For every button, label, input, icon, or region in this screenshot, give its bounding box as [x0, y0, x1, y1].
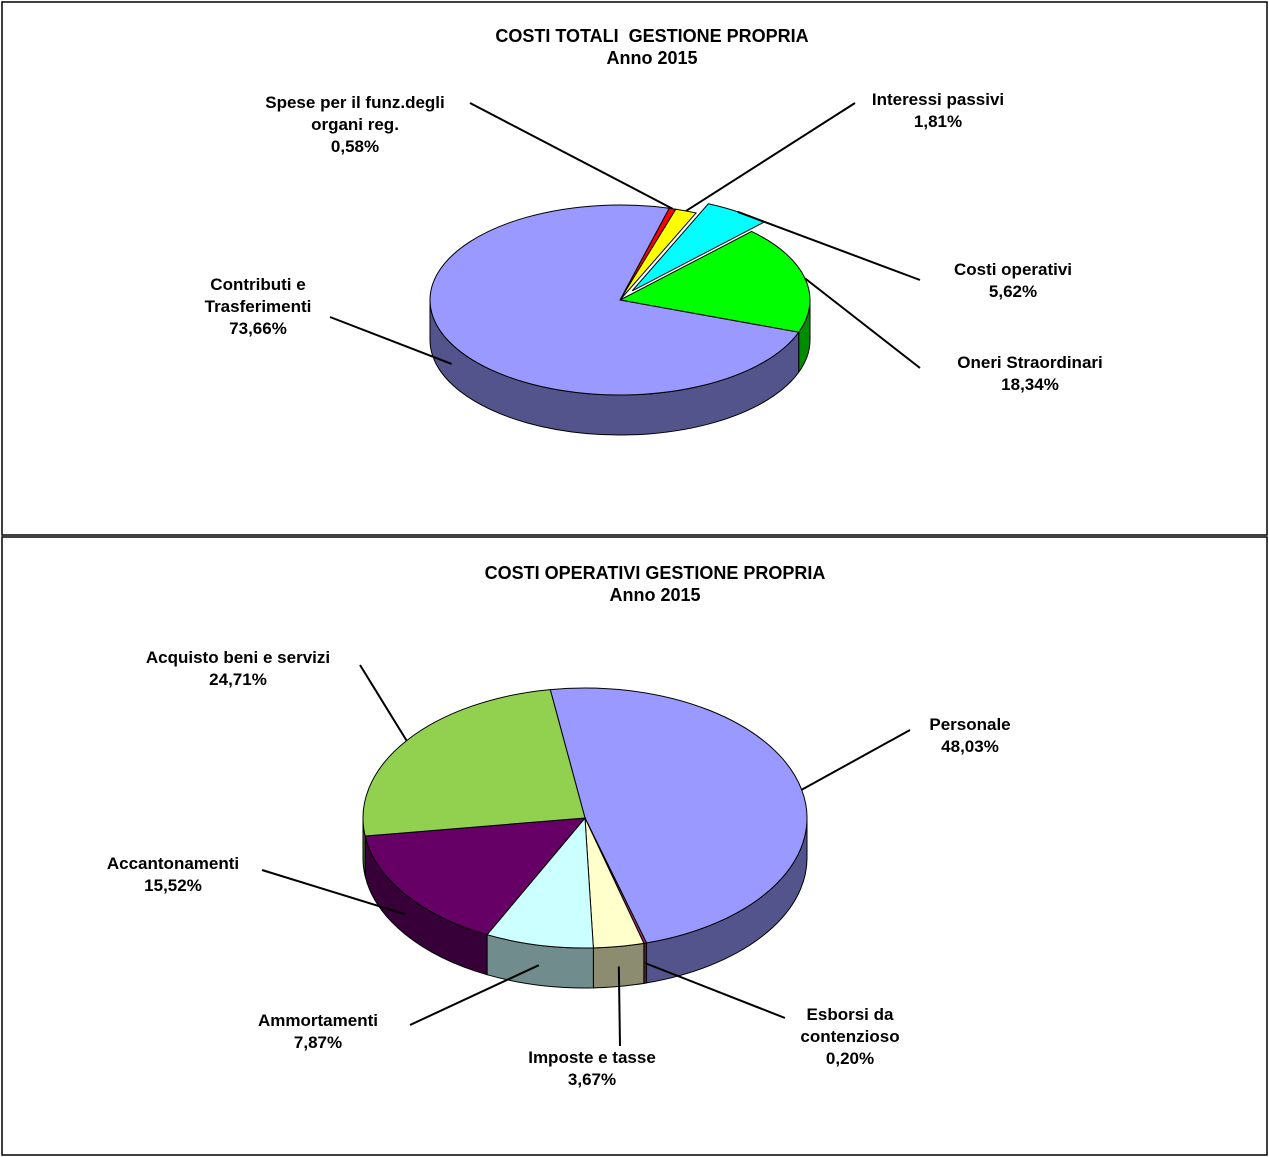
category-label: Contributi e Trasferimenti: [204, 275, 312, 316]
chart-title: COSTI OPERATIVI GESTIONE PROPRIA: [484, 563, 826, 583]
leader-line: [617, 966, 621, 1047]
leader-line: [801, 729, 911, 791]
value-label: 73,66%: [229, 319, 287, 338]
category-label: Spese per il funz.degli organi reg.: [265, 93, 445, 134]
data-label: Esborsi da contenzioso 0,20%: [800, 1004, 899, 1070]
data-label: Costi operativi 5,62%: [954, 259, 1072, 303]
panel-border: [1, 536, 1268, 1156]
data-label: Imposte e tasse 3,67%: [528, 1047, 656, 1091]
value-label: 24,71%: [209, 670, 267, 689]
chart-title: COSTI TOTALI GESTIONE PROPRIA: [495, 26, 809, 46]
leader-line: [685, 102, 856, 212]
pie-slice: [362, 689, 586, 837]
data-label: Contributi e Trasferimenti 73,66%: [205, 274, 312, 340]
data-label: Acquisto beni e servizi 24,71%: [146, 647, 330, 691]
pie-slice: [486, 816, 594, 949]
category-label: Costi operativi: [953, 260, 1073, 279]
category-label: Interessi passivi: [871, 90, 1005, 109]
category-label: Oneri Straordinari: [957, 353, 1103, 372]
category-label: Personale: [929, 715, 1011, 734]
value-label: 18,34%: [1001, 375, 1059, 394]
leader-line: [469, 102, 673, 210]
value-label: 48,03%: [941, 737, 999, 756]
chart-subtitle: Anno 2015: [609, 585, 701, 605]
leader-line: [804, 277, 921, 369]
pie-slice: [549, 687, 808, 944]
leader-line: [737, 210, 921, 281]
pie-slice: [364, 817, 587, 936]
leader-line: [409, 964, 540, 1026]
leader-line: [644, 962, 786, 1019]
category-label: Esborsi da contenzioso: [800, 1005, 900, 1046]
chart-subtitle: Anno 2015: [606, 48, 698, 68]
data-label: Interessi passivi 1,81%: [872, 89, 1004, 133]
category-label: Acquisto beni e servizi: [145, 648, 331, 667]
category-label: Ammortamenti: [258, 1011, 378, 1030]
value-label: 1,81%: [913, 112, 963, 131]
category-label: Imposte e tasse: [528, 1048, 656, 1067]
value-label: 0,58%: [330, 137, 380, 156]
data-label: Oneri Straordinari 18,34%: [957, 352, 1102, 396]
data-label: Spese per il funz.degli organi reg. 0,58%: [265, 92, 444, 158]
leader-line: [261, 869, 406, 916]
category-label: Accantonamenti: [106, 854, 240, 873]
value-label: 7,87%: [293, 1033, 343, 1052]
leader-line: [359, 664, 408, 742]
pie-slice: [429, 204, 800, 396]
data-label: Ammortamenti 7,87%: [258, 1010, 378, 1054]
panel-border: [1, 1, 1268, 536]
leader-line: [329, 316, 452, 365]
value-label: 0,20%: [825, 1049, 875, 1068]
value-label: 3,67%: [567, 1070, 617, 1089]
value-label: 15,52%: [144, 876, 202, 895]
pie-slice: [619, 208, 698, 301]
data-label: Personale 48,03%: [929, 714, 1010, 758]
value-label: 5,62%: [988, 282, 1038, 301]
data-label: Accantonamenti 15,52%: [107, 853, 239, 897]
